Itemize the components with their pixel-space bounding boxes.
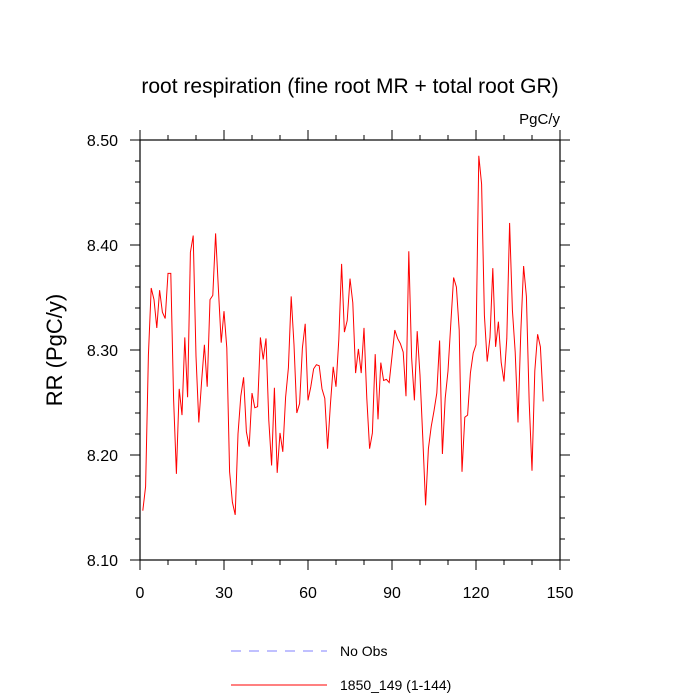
y-tick-label: 8.40 [87,238,118,255]
plot-frame [139,139,561,561]
x-tick-label: 150 [547,585,574,602]
chart-title: root respiration (fine root MR + total r… [141,75,558,98]
series-layer [142,155,544,515]
y-tick-label: 8.20 [87,448,118,465]
series-line-1 [142,155,544,515]
x-tick-label: 30 [215,585,233,602]
legend: No Obs 1850_149 (1-144) [231,643,451,693]
y-tick-label: 8.30 [87,343,118,360]
y-tick-label: 8.10 [87,553,118,570]
x-tick-label: 120 [463,585,490,602]
units-label: PgC/y [519,111,560,128]
x-tick-label: 0 [136,585,145,602]
legend-label-1850-149: 1850_149 (1-144) [340,677,451,693]
tick-labels: 0 30 60 90 120 150 8.10 8.20 8.30 8.40 8.50 [87,133,574,602]
legend-label-no-obs: No Obs [340,643,387,659]
y-axis-label: RR (PgC/y) [42,294,67,406]
axis-ticks [130,130,570,570]
y-tick-label: 8.50 [87,133,118,150]
x-tick-label: 90 [383,585,401,602]
x-tick-label: 60 [299,585,317,602]
